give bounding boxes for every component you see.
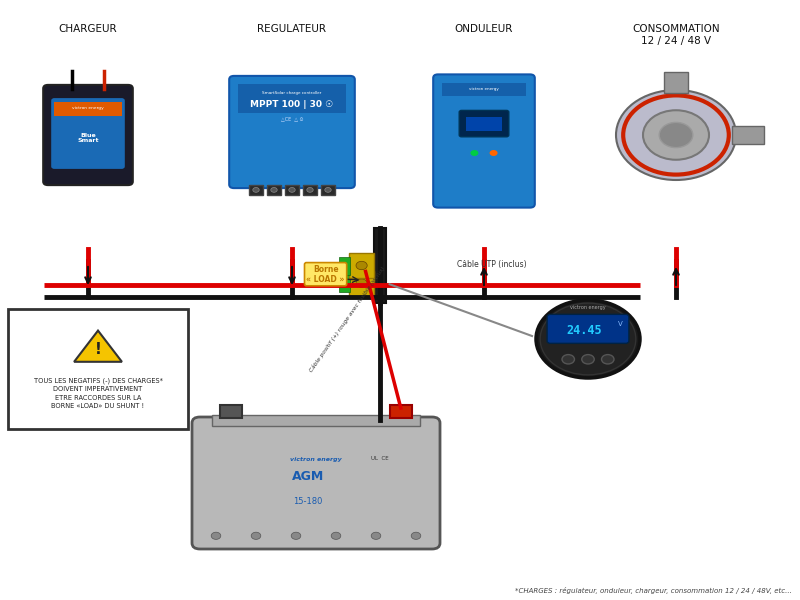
Text: ONDULEUR: ONDULEUR (455, 24, 513, 34)
Circle shape (291, 532, 301, 539)
Text: REGULATEUR: REGULATEUR (258, 24, 326, 34)
Circle shape (643, 110, 709, 160)
Bar (732, 126, 764, 144)
Text: UL  CE: UL CE (371, 457, 389, 461)
Bar (339, 257, 350, 275)
Circle shape (490, 150, 498, 156)
FancyBboxPatch shape (229, 76, 355, 188)
Bar (339, 274, 350, 292)
Circle shape (270, 187, 277, 192)
Text: V: V (618, 321, 622, 327)
Bar (266, 185, 282, 196)
FancyBboxPatch shape (434, 74, 534, 208)
Bar (664, 72, 688, 93)
Bar (466, 117, 502, 131)
Circle shape (562, 355, 574, 364)
Circle shape (470, 150, 478, 156)
Circle shape (356, 262, 367, 270)
Bar (238, 83, 346, 113)
Text: *CHARGES : régulateur, onduleur, chargeur, consommation 12 / 24 / 48V, etc...: *CHARGES : régulateur, onduleur, chargeu… (515, 587, 792, 594)
Circle shape (289, 187, 295, 192)
Bar (54, 102, 122, 115)
FancyBboxPatch shape (547, 314, 629, 343)
Text: SmartSolar charge controller: SmartSolar charge controller (262, 91, 322, 95)
Text: !: ! (94, 343, 102, 358)
Circle shape (211, 532, 221, 539)
Circle shape (325, 187, 331, 192)
Bar (220, 405, 242, 418)
FancyBboxPatch shape (459, 110, 509, 137)
Circle shape (251, 532, 261, 539)
Circle shape (659, 122, 693, 148)
Text: Câble UTP (inclus): Câble UTP (inclus) (457, 260, 527, 269)
Circle shape (616, 90, 736, 180)
Bar (374, 228, 386, 303)
Bar (442, 83, 526, 96)
Text: △CE  △ ⊙: △CE △ ⊙ (281, 116, 303, 121)
Bar (349, 271, 374, 296)
FancyBboxPatch shape (43, 85, 133, 185)
Text: CHARGEUR: CHARGEUR (58, 24, 118, 34)
Bar (349, 253, 374, 278)
Text: Câble positif (+) rouge avec fusible (inclus): Câble positif (+) rouge avec fusible (in… (308, 265, 386, 373)
Circle shape (411, 532, 421, 539)
Circle shape (307, 187, 314, 192)
Circle shape (602, 355, 614, 364)
Polygon shape (74, 331, 122, 362)
Circle shape (371, 532, 381, 539)
Text: CONSOMMATION
12 / 24 / 48 V: CONSOMMATION 12 / 24 / 48 V (632, 24, 720, 46)
Text: victron energy: victron energy (469, 87, 499, 91)
Text: victron energy: victron energy (290, 457, 342, 461)
Bar (249, 185, 263, 196)
Circle shape (253, 187, 259, 192)
Text: victron energy: victron energy (570, 305, 606, 310)
Bar (285, 185, 299, 196)
Bar (321, 185, 335, 196)
Text: 24.45: 24.45 (566, 324, 602, 337)
Text: AGM: AGM (292, 470, 324, 484)
Circle shape (582, 355, 594, 364)
FancyBboxPatch shape (51, 98, 125, 169)
Text: MPPT 100 | 30 ☉: MPPT 100 | 30 ☉ (250, 100, 334, 109)
Text: Borne
« LOAD »: Borne « LOAD » (306, 265, 345, 284)
Text: victron energy: victron energy (72, 106, 104, 110)
Circle shape (540, 303, 636, 375)
Circle shape (331, 532, 341, 539)
Bar (8, 309, 188, 429)
Bar (302, 185, 318, 196)
Bar (212, 415, 420, 426)
Text: TOUS LES NEGATIFS (-) DES CHARGES*
DOIVENT IMPERATIVEMENT
ETRE RACCORDES SUR LA
: TOUS LES NEGATIFS (-) DES CHARGES* DOIVE… (34, 377, 162, 409)
Text: 15-180: 15-180 (294, 497, 322, 505)
FancyBboxPatch shape (192, 417, 440, 549)
Circle shape (356, 279, 367, 287)
Bar (390, 405, 412, 418)
Circle shape (536, 300, 640, 378)
Text: Blue
Smart: Blue Smart (78, 133, 98, 143)
